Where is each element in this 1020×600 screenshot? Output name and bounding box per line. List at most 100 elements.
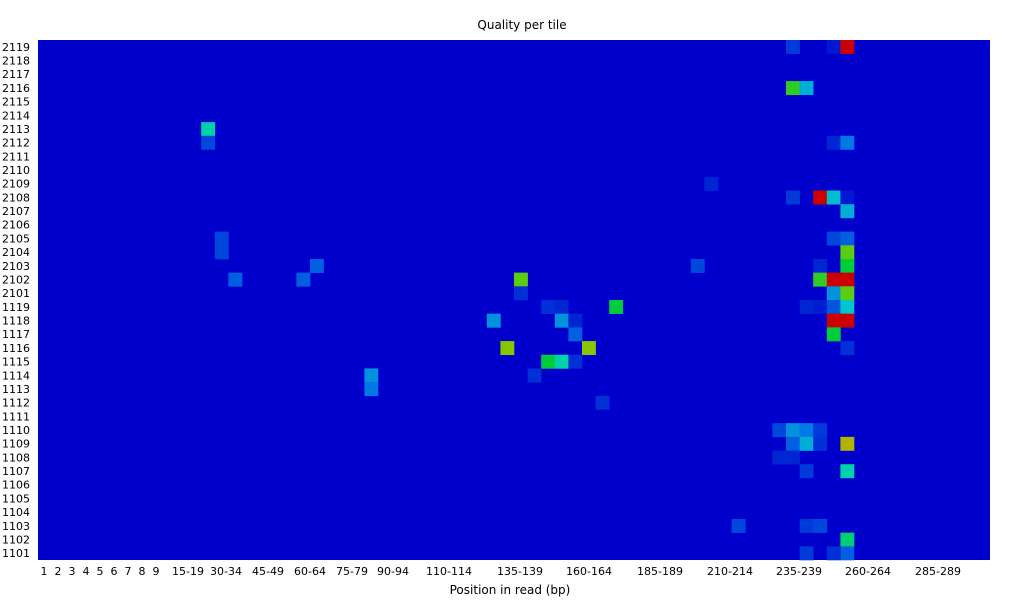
heatmap-cell — [554, 354, 569, 369]
heatmap-cell — [799, 546, 814, 561]
heatmap-cell — [840, 546, 855, 561]
heatmap-cell — [813, 423, 828, 438]
y-tick-label: 2115 — [2, 96, 30, 109]
y-tick-label: 2108 — [2, 191, 30, 204]
heatmap-cell — [772, 450, 787, 465]
y-tick-label: 2101 — [2, 287, 30, 300]
x-tick-label: 1 — [41, 565, 48, 578]
y-tick-label: 1119 — [2, 301, 30, 314]
y-tick-label: 1104 — [2, 506, 30, 519]
heatmap-cell — [554, 300, 569, 314]
heatmap-cell — [840, 272, 855, 287]
heatmap-cell — [786, 423, 800, 438]
y-tick-labels: 2119211821172116211521142113211221112110… — [2, 41, 30, 560]
heatmap-cell — [568, 354, 583, 369]
x-tick-label: 9 — [153, 565, 160, 578]
heatmap-cell — [364, 382, 379, 397]
y-tick-label: 1107 — [2, 465, 30, 478]
heatmap-cell — [786, 40, 800, 54]
heatmap-cell — [554, 313, 569, 328]
heatmap-cell — [840, 40, 855, 54]
heatmap-cell — [786, 81, 800, 96]
x-tick-label: 285-289 — [915, 565, 961, 578]
heatmap-cell — [813, 300, 828, 314]
heatmap-cell — [840, 341, 855, 356]
heatmap-cell — [582, 341, 596, 356]
x-tick-label: 3 — [69, 565, 76, 578]
x-tick-label: 45-49 — [252, 565, 284, 578]
heatmap-cell — [690, 258, 705, 273]
heatmap-cell — [826, 190, 841, 205]
heatmap-cell — [840, 190, 855, 205]
heatmap-cells — [201, 40, 855, 561]
y-tick-label: 1117 — [2, 328, 30, 341]
heatmap-cell — [840, 464, 855, 479]
x-axis-label: Position in read (bp) — [450, 583, 571, 597]
heatmap-cell — [826, 40, 841, 54]
heatmap-cell — [214, 231, 229, 246]
heatmap-cell — [826, 272, 841, 287]
heatmap-cell — [840, 313, 855, 328]
y-tick-label: 2118 — [2, 55, 30, 68]
x-tick-label: 5 — [97, 565, 104, 578]
heatmap-cell — [799, 464, 814, 479]
y-tick-label: 1102 — [2, 533, 30, 546]
heatmap-cell — [840, 204, 855, 219]
heatmap-cell — [772, 423, 787, 438]
heatmap-cell — [541, 300, 556, 314]
x-tick-label: 6 — [111, 565, 118, 578]
heatmap-cell — [201, 135, 216, 150]
y-tick-label: 1116 — [2, 342, 30, 355]
heatmap-cell — [514, 286, 528, 301]
heatmap-cell — [595, 395, 610, 410]
y-tick-label: 1109 — [2, 438, 30, 451]
heatmap-cell — [840, 245, 855, 260]
heatmap-cell — [214, 245, 229, 260]
heatmap-cell — [826, 135, 841, 150]
y-tick-label: 1108 — [2, 451, 30, 464]
heatmap-cell — [786, 190, 800, 205]
y-tick-label: 2112 — [2, 137, 30, 150]
heatmap-cell — [527, 368, 542, 383]
y-tick-label: 1113 — [2, 383, 30, 396]
x-tick-label: 210-214 — [707, 565, 753, 578]
x-tick-label: 75-79 — [336, 565, 368, 578]
heatmap-cell — [840, 231, 855, 246]
heatmap-cell — [704, 176, 719, 191]
heatmap-cell — [840, 258, 855, 273]
y-tick-label: 1105 — [2, 492, 30, 505]
heatmap-cell — [364, 368, 379, 383]
y-tick-label: 2104 — [2, 246, 30, 259]
heatmap-cell — [826, 546, 841, 561]
y-tick-label: 2111 — [2, 150, 30, 163]
heatmap-cell — [786, 436, 800, 451]
heatmap-cell — [826, 313, 841, 328]
y-tick-label: 2103 — [2, 260, 30, 273]
heatmap-cell — [840, 532, 855, 547]
y-tick-label: 2116 — [2, 82, 30, 95]
heatmap-cell — [813, 190, 828, 205]
heatmap-cell — [786, 450, 800, 465]
heatmap-cell — [310, 258, 324, 273]
heatmap-cell — [799, 81, 814, 96]
heatmap-cell — [813, 272, 828, 287]
heatmap-cell — [541, 354, 556, 369]
y-tick-label: 1115 — [2, 356, 30, 369]
heatmap-cell — [840, 135, 855, 150]
chart-title: Quality per tile — [477, 18, 566, 32]
heatmap-cell — [228, 272, 243, 287]
heatmap-cell — [500, 341, 515, 356]
heatmap-cell — [826, 300, 841, 314]
y-tick-label: 2110 — [2, 164, 30, 177]
y-tick-label: 1103 — [2, 520, 30, 533]
x-tick-label: 160-164 — [566, 565, 612, 578]
heatmap-cell — [799, 436, 814, 451]
heatmap-cell — [486, 313, 501, 328]
heatmap-cell — [826, 327, 841, 342]
y-tick-label: 2102 — [2, 273, 30, 286]
heatmap-cell — [799, 300, 814, 314]
heatmap-cell — [840, 436, 855, 451]
heatmap-cell — [813, 518, 828, 533]
x-tick-label: 60-64 — [294, 565, 326, 578]
